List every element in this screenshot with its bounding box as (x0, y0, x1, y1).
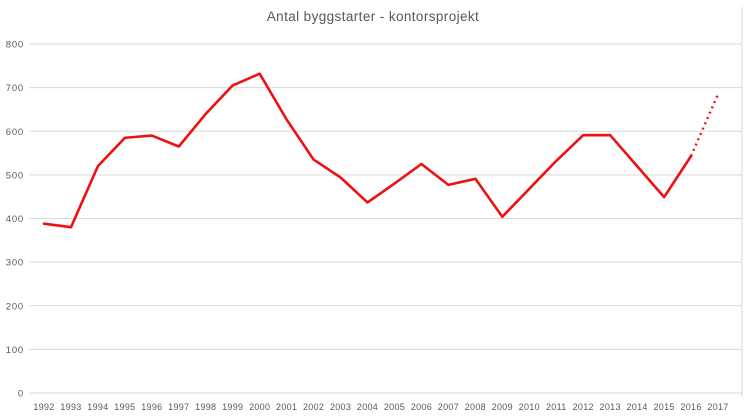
y-axis-tick-label: 800 (6, 40, 24, 51)
x-axis-tick-label: 1992 (33, 402, 54, 412)
x-axis-tick-label: 1993 (60, 402, 81, 412)
data-line-dotted-forecast (689, 93, 720, 157)
x-axis-tick-label: 1999 (222, 402, 243, 412)
y-axis-tick-label: 700 (6, 83, 24, 94)
x-axis-tick-label: 2010 (519, 402, 540, 412)
y-axis-labels: 0 100 200 300 400 500 600 700 800 (6, 40, 24, 400)
y-axis-tick-label: 0 (18, 389, 24, 400)
x-axis-tick-label: 2004 (357, 402, 378, 412)
x-axis-tick-label: 2011 (546, 402, 567, 412)
data-line-solid (42, 72, 693, 229)
x-axis-tick-label: 2001 (276, 402, 297, 412)
y-axis-tick-label: 200 (6, 301, 24, 312)
x-axis-tick-label: 2013 (600, 402, 621, 412)
y-axis-tick-label: 300 (6, 258, 24, 269)
y-axis-tick-label: 600 (6, 127, 24, 138)
y-axis-tick-label: 400 (6, 214, 24, 225)
x-axis-tick-label: 1996 (141, 402, 162, 412)
x-axis-tick-label: 2002 (303, 402, 324, 412)
x-axis-tick-label: 2012 (573, 402, 594, 412)
x-axis-tick-label: 1997 (168, 402, 189, 412)
x-axis-tick-label: 1995 (114, 402, 135, 412)
x-axis-tick-label: 2016 (680, 402, 701, 412)
x-axis-tick-label: 2017 (707, 402, 728, 412)
x-axis-tick-label: 2005 (384, 402, 405, 412)
x-axis-tick-label: 2007 (438, 402, 459, 412)
x-axis-labels: 1992 1993 1994 1995 1996 1997 1998 1999 2000 2001… (33, 402, 728, 412)
x-axis-tick-label: 2008 (465, 402, 486, 412)
y-axis-tick-label: 500 (6, 170, 24, 181)
x-axis-tick-label: 2006 (411, 402, 432, 412)
chart-title: Antal byggstarter - kontorsprojekt (266, 9, 480, 24)
x-axis-tick-label: 2003 (330, 402, 351, 412)
y-axis-tick-label: 100 (6, 345, 24, 356)
x-axis-tick-label: 1998 (195, 402, 216, 412)
x-axis-tick-label: 2000 (249, 402, 270, 412)
gridlines (29, 43, 742, 394)
x-axis-tick-label: 2014 (627, 402, 648, 412)
x-axis-tick-label: 2009 (492, 402, 513, 412)
x-axis-tick-label: 2015 (653, 402, 674, 412)
x-axis-tick-label: 1994 (87, 402, 108, 412)
